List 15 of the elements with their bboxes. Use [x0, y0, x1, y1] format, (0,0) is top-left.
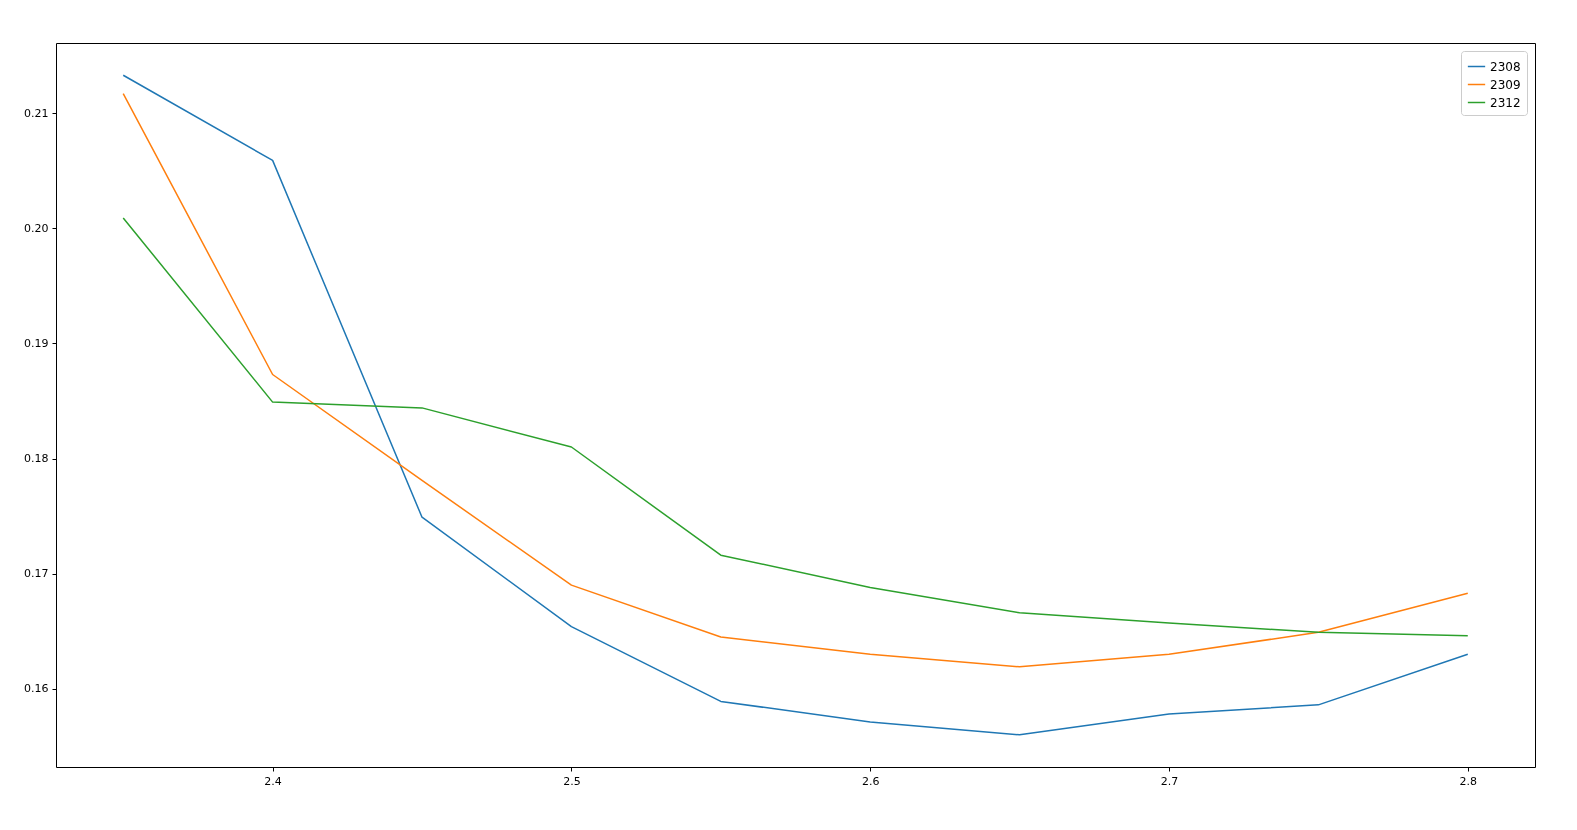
y-tick-label: 0.16 [24, 682, 49, 696]
x-tick-label: 2.4 [264, 774, 282, 788]
legend-label: 2312 [1490, 95, 1521, 110]
x-tick-label: 2.7 [1160, 774, 1179, 788]
y-tick-label: 0.18 [24, 452, 49, 466]
line-series [122, 217, 1469, 637]
x-tick-label: 2.6 [861, 774, 880, 788]
y-tick-label: 0.19 [24, 336, 49, 350]
legend-label: 2309 [1490, 77, 1521, 92]
y-tick-label: 0.17 [24, 567, 49, 581]
x-tick-label: 2.8 [1459, 774, 1478, 788]
legend-label: 2308 [1490, 59, 1521, 74]
x-tick-label: 2.5 [563, 774, 581, 788]
y-tick-label: 0.20 [24, 221, 49, 235]
y-tick-label: 0.21 [24, 106, 49, 120]
